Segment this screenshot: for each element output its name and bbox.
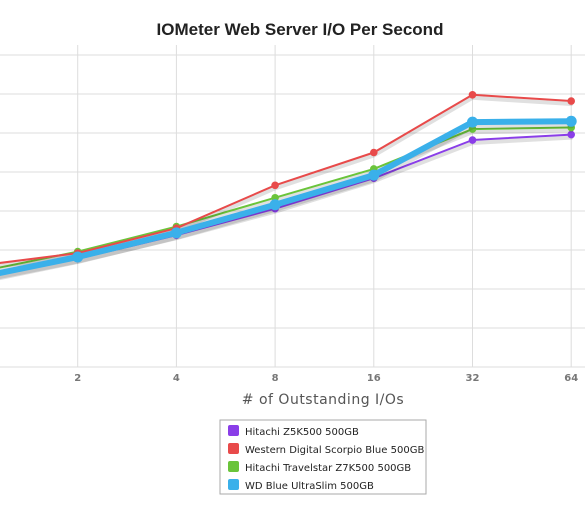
x-tick-label: 32: [466, 373, 480, 384]
legend-box: [219, 419, 427, 495]
data-point: [271, 181, 279, 190]
data-point: [567, 97, 575, 105]
data-point: [467, 116, 478, 128]
legend-swatch: [228, 443, 239, 454]
data-point: [468, 136, 477, 144]
legend-swatch: [228, 461, 239, 472]
x-tick-label: 2: [74, 373, 81, 384]
x-axis-label: # of Outstanding I/Os: [242, 392, 404, 408]
x-tick-label: 16: [367, 373, 381, 384]
data-point: [72, 251, 84, 263]
legend-label: Hitachi Travelstar Z7K500 500GB: [245, 463, 411, 474]
chart-title: IOMeter Web Server I/O Per Second: [157, 20, 444, 39]
data-point: [370, 148, 378, 157]
legend: Hitachi Z5K500 500GB Western Digital Scor…: [219, 419, 427, 495]
legend-label: WD Blue UltraSlim 500GB: [245, 481, 374, 492]
x-tick-label: 4: [173, 373, 180, 384]
legend-swatch: [228, 479, 239, 490]
data-point: [170, 227, 182, 239]
series-lines: [0, 90, 577, 281]
series-line: [0, 118, 575, 277]
data-point: [269, 199, 281, 211]
data-point: [567, 130, 575, 139]
x-tick-label: 64: [564, 373, 578, 384]
data-point: [368, 169, 380, 181]
x-tick-labels: 2 4 8 16 32 64: [74, 373, 578, 384]
x-tick-label: 8: [272, 373, 279, 384]
data-point: [468, 90, 477, 99]
legend-label: Hitachi Z5K500 500GB: [245, 427, 359, 438]
data-point: [565, 115, 577, 127]
legend-label: Western Digital Scorpio Blue 500GB: [245, 445, 424, 456]
legend-swatch: [228, 425, 239, 436]
grid: [0, 45, 585, 368]
